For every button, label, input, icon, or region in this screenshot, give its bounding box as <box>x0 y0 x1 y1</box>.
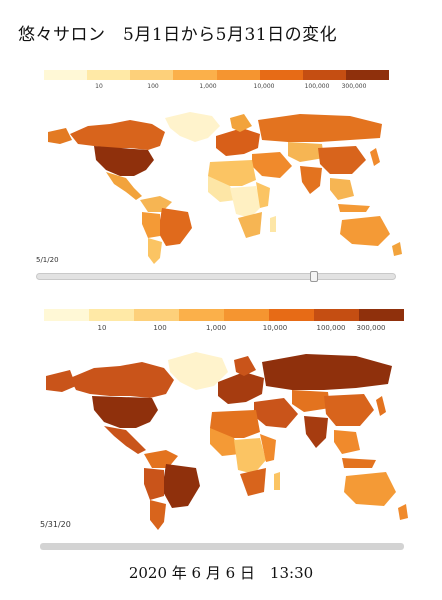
legend-bottom-label: 100,000 <box>316 324 346 332</box>
world-map-may-1 <box>48 112 402 264</box>
legend-bottom-label: 300,000 <box>356 324 386 332</box>
argentina-chile <box>148 238 162 264</box>
legend-bottom-label: 100 <box>153 324 167 332</box>
legend-top-label: 100,000 <box>304 83 330 90</box>
legend-bottom-labels: 10 100 1,000 10,000 100,000 300,000 <box>44 324 404 334</box>
west-africa <box>208 176 236 202</box>
china <box>318 146 366 174</box>
legend-swatch <box>89 309 134 321</box>
madagascar <box>274 472 280 490</box>
page-title: 悠々サロン 5月1日から5月31日の変化 <box>18 25 338 45</box>
legend-top-label: 1,000 <box>199 83 217 90</box>
legend-top-label: 100 <box>147 83 159 90</box>
japan <box>376 396 386 416</box>
central-africa <box>234 438 266 474</box>
horizontal-scrollbar[interactable] <box>40 543 404 550</box>
east-africa <box>256 182 270 208</box>
map-bottom-date-label: 5/31/20 <box>40 520 71 529</box>
usa <box>94 146 154 176</box>
legend-bottom-label: 1,000 <box>205 324 227 332</box>
legend-bottom-label: 10 <box>97 324 107 332</box>
central-asia <box>288 142 324 162</box>
central-asia <box>292 390 330 412</box>
brazil <box>162 464 200 508</box>
legend-top-label: 10 <box>95 83 103 90</box>
south-africa <box>240 468 266 496</box>
middle-east <box>254 398 298 428</box>
peru-bolivia <box>142 212 160 238</box>
legend-swatch <box>259 70 303 80</box>
date-slider-track[interactable] <box>36 273 396 280</box>
europe <box>216 128 260 156</box>
new-zealand <box>398 504 408 520</box>
australia <box>344 472 396 506</box>
legend-swatch <box>44 70 88 80</box>
middle-east <box>252 152 292 178</box>
usa <box>92 396 158 428</box>
legend-swatch <box>179 309 224 321</box>
north-africa <box>210 410 260 438</box>
india <box>304 416 328 448</box>
brazil <box>158 208 192 246</box>
venezuela-colombia <box>144 450 178 468</box>
legend-bottom-colorbar <box>44 309 404 321</box>
legend-swatch <box>314 309 359 321</box>
alaska <box>46 370 76 392</box>
legend-top-label: 300,000 <box>341 83 367 90</box>
north-africa <box>208 160 256 186</box>
legend-top-label: 10,000 <box>253 83 275 90</box>
legend-swatch <box>134 309 179 321</box>
east-africa <box>260 434 276 462</box>
europe <box>218 372 264 404</box>
date-slider-thumb[interactable] <box>310 271 318 282</box>
scandinavia <box>230 114 252 132</box>
mexico <box>106 172 142 200</box>
india <box>300 166 322 194</box>
south-africa <box>238 212 262 238</box>
greenland <box>165 112 220 142</box>
new-zealand <box>392 242 402 256</box>
legend-swatch <box>216 70 260 80</box>
legend-top-colorbar <box>44 70 389 80</box>
madagascar <box>270 216 276 232</box>
world-map-may-31 <box>46 352 408 530</box>
greenland <box>168 352 228 390</box>
peru-bolivia <box>144 468 164 500</box>
map-top-date-label: 5/1/20 <box>36 256 59 264</box>
china <box>324 394 374 426</box>
indonesia <box>342 458 376 468</box>
central-africa <box>230 186 262 218</box>
scandinavia <box>234 356 256 376</box>
japan <box>370 148 380 166</box>
legend-swatch <box>302 70 346 80</box>
legend-swatch <box>269 309 314 321</box>
legend-swatch <box>224 309 269 321</box>
southeast-asia <box>330 178 354 200</box>
argentina-chile <box>150 500 166 530</box>
alaska <box>48 128 72 144</box>
legend-swatch <box>345 70 389 80</box>
legend-swatch <box>359 309 404 321</box>
russia <box>258 114 382 142</box>
australia <box>340 216 390 246</box>
legend-swatch <box>44 309 89 321</box>
southeast-asia <box>334 430 360 454</box>
legend-swatch <box>173 70 217 80</box>
west-africa <box>210 428 240 456</box>
canada <box>70 362 174 398</box>
russia <box>262 354 392 390</box>
mexico <box>104 426 146 454</box>
legend-swatch <box>87 70 131 80</box>
venezuela-colombia <box>140 196 172 212</box>
indonesia <box>338 204 370 212</box>
legend-swatch <box>130 70 174 80</box>
canada <box>70 120 165 150</box>
legend-bottom-label: 10,000 <box>262 324 288 332</box>
legend-top-labels: 10 100 1,000 10,000 100,000 300,000 <box>44 83 389 93</box>
footer-timestamp: 2020 年 6 月 6 日 13:30 <box>128 564 314 582</box>
